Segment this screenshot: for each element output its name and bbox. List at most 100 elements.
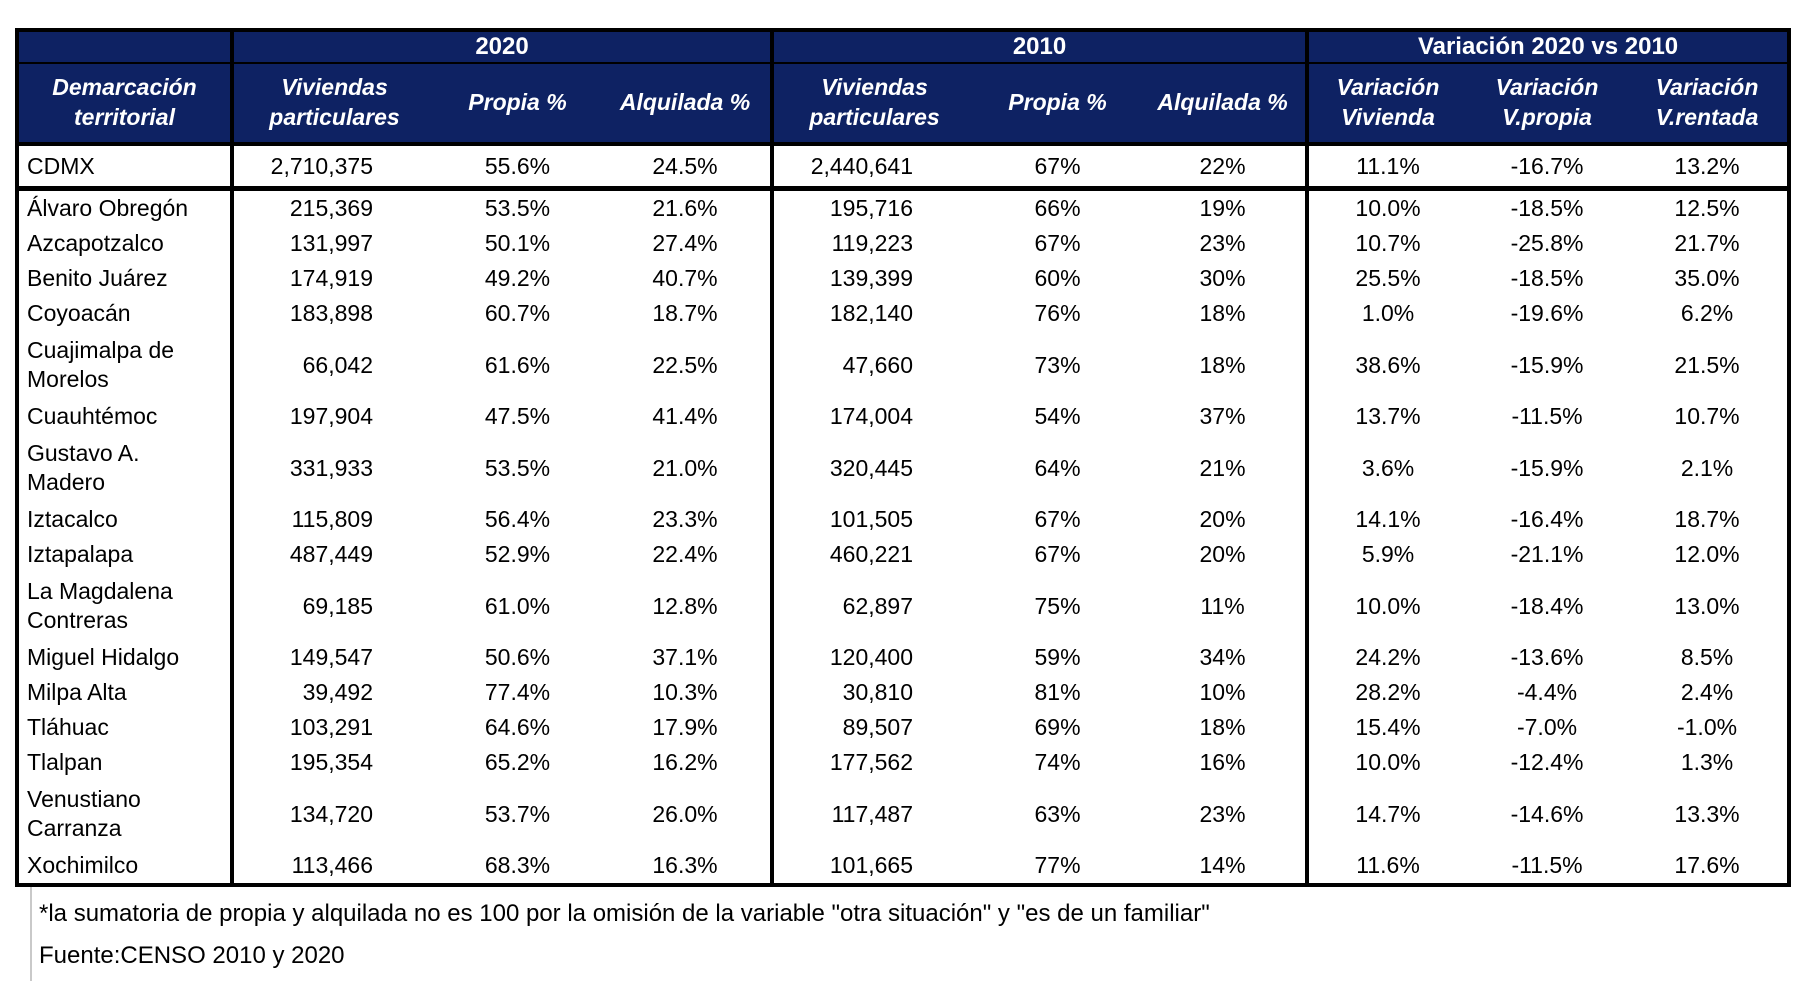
value-cell: 50.1% <box>435 226 600 261</box>
value-cell: 18.7% <box>1627 502 1790 537</box>
territory-name-cell: Xochimilco <box>17 848 232 885</box>
table-row: Álvaro Obregón 215,369 53.5% 21.6% 195,716 66… <box>17 188 1790 226</box>
value-cell: 215,369 <box>230 188 435 226</box>
value-cell: 66% <box>975 188 1141 226</box>
value-cell: 75% <box>975 572 1141 640</box>
value-cell: 12.0% <box>1627 537 1790 572</box>
value-cell: 25.5% <box>1305 261 1468 296</box>
col-header-alquilada-2010: Alquilada % <box>1140 63 1308 146</box>
value-cell: 15.4% <box>1305 710 1468 745</box>
value-cell: 16.2% <box>600 745 773 780</box>
value-cell: 10.7% <box>1305 226 1468 261</box>
value-cell: 12.5% <box>1627 188 1790 226</box>
value-cell: 197,904 <box>230 399 435 434</box>
table-row: Xochimilco 113,466 68.3% 16.3% 101,665 77% 14%… <box>17 848 1790 885</box>
value-cell: 14.7% <box>1305 780 1468 848</box>
table-row-cdmx: CDMX 2,710,375 55.6% 24.5% 2,440,641 67% 22% 11… <box>17 144 1790 191</box>
value-cell: 11.1% <box>1305 144 1468 191</box>
value-cell: 64.6% <box>435 710 600 745</box>
table-header: 2020 2010 Variación 2020 vs 2010 Demarca… <box>17 30 1790 146</box>
col-header-alquilada-2020: Alquilada % <box>600 63 773 146</box>
table-row: Gustavo A. Madero 331,933 53.5% 21.0% 320,44… <box>17 434 1790 502</box>
value-cell: -16.4% <box>1467 502 1628 537</box>
value-cell: 81% <box>975 675 1141 710</box>
table-row: La Magdalena Contreras 69,185 61.0% 12.8% 62… <box>17 572 1790 640</box>
value-cell: 34% <box>1140 640 1308 675</box>
value-cell: 21% <box>1140 434 1308 502</box>
value-cell: 10.3% <box>600 675 773 710</box>
column-header-row: Demarcación territorial Viviendas partic… <box>17 63 1790 146</box>
value-cell: 30,810 <box>770 675 976 710</box>
value-cell: 89,507 <box>770 710 976 745</box>
value-cell: 66,042 <box>230 331 435 399</box>
group-header-variacion: Variación 2020 vs 2010 <box>1305 30 1790 64</box>
value-cell: 40.7% <box>600 261 773 296</box>
value-cell: 24.2% <box>1305 640 1468 675</box>
group-header-2010: 2010 <box>770 30 1308 64</box>
value-cell: -7.0% <box>1467 710 1628 745</box>
value-cell: 5.9% <box>1305 537 1468 572</box>
value-cell: -15.9% <box>1467 434 1628 502</box>
value-cell: 62,897 <box>770 572 976 640</box>
value-cell: 65.2% <box>435 745 600 780</box>
value-cell: 76% <box>975 296 1141 331</box>
group-header-2020: 2020 <box>229 30 773 64</box>
value-cell: 52.9% <box>435 537 600 572</box>
value-cell: 12.8% <box>600 572 773 640</box>
value-cell: 10% <box>1140 675 1308 710</box>
value-cell: 13.2% <box>1627 144 1790 191</box>
col-header-var-rentada: Variación V.rentada <box>1627 63 1790 146</box>
table-row: Milpa Alta 39,492 77.4% 10.3% 30,810 81% 10% 28… <box>17 675 1790 710</box>
value-cell: 177,562 <box>770 745 976 780</box>
value-cell: 61.0% <box>435 572 600 640</box>
value-cell: 49.2% <box>435 261 600 296</box>
value-cell: 174,919 <box>230 261 435 296</box>
territory-name-cell: Miguel Hidalgo <box>17 640 232 675</box>
value-cell: -25.8% <box>1467 226 1628 261</box>
group-header-row: 2020 2010 Variación 2020 vs 2010 <box>17 30 1790 64</box>
territory-name-cell: Azcapotzalco <box>17 226 232 261</box>
territory-name-cell: Iztapalapa <box>17 537 232 572</box>
value-cell: 20% <box>1140 502 1308 537</box>
value-cell: 8.5% <box>1627 640 1790 675</box>
value-cell: 39,492 <box>230 675 435 710</box>
value-cell: 24.5% <box>600 144 773 191</box>
table-row: Iztacalco 115,809 56.4% 23.3% 101,505 67% 20% 1… <box>17 502 1790 537</box>
value-cell: 2.4% <box>1627 675 1790 710</box>
value-cell: 67% <box>975 502 1141 537</box>
territory-name-cell: Tláhuac <box>17 710 232 745</box>
table-row: Coyoacán 183,898 60.7% 18.7% 182,140 76% 18% 1.… <box>17 296 1790 331</box>
value-cell: 101,505 <box>770 502 976 537</box>
value-cell: 35.0% <box>1627 261 1790 296</box>
value-cell: 63% <box>975 780 1141 848</box>
value-cell: 28.2% <box>1305 675 1468 710</box>
value-cell: -12.4% <box>1467 745 1628 780</box>
value-cell: 103,291 <box>230 710 435 745</box>
value-cell: 11% <box>1140 572 1308 640</box>
col-header-territory: Demarcación territorial <box>17 63 232 146</box>
table-row: Tlalpan 195,354 65.2% 16.2% 177,562 74% 16% 10.… <box>17 745 1790 780</box>
value-cell: 331,933 <box>230 434 435 502</box>
value-cell: 16.3% <box>600 848 773 885</box>
value-cell: 10.0% <box>1305 188 1468 226</box>
value-cell: -11.5% <box>1467 399 1628 434</box>
value-cell: 68.3% <box>435 848 600 885</box>
value-cell: -18.4% <box>1467 572 1628 640</box>
value-cell: 69% <box>975 710 1141 745</box>
value-cell: 10.7% <box>1627 399 1790 434</box>
value-cell: 17.9% <box>600 710 773 745</box>
value-cell: 10.0% <box>1305 745 1468 780</box>
value-cell: 2.1% <box>1627 434 1790 502</box>
value-cell: 74% <box>975 745 1141 780</box>
value-cell: -13.6% <box>1467 640 1628 675</box>
value-cell: 1.0% <box>1305 296 1468 331</box>
value-cell: 149,547 <box>230 640 435 675</box>
value-cell: 131,997 <box>230 226 435 261</box>
corner-cell <box>17 30 232 64</box>
value-cell: 23.3% <box>600 502 773 537</box>
value-cell: 320,445 <box>770 434 976 502</box>
value-cell: -15.9% <box>1467 331 1628 399</box>
value-cell: 61.6% <box>435 331 600 399</box>
col-header-propia-2010: Propia % <box>975 63 1141 146</box>
value-cell: 56.4% <box>435 502 600 537</box>
